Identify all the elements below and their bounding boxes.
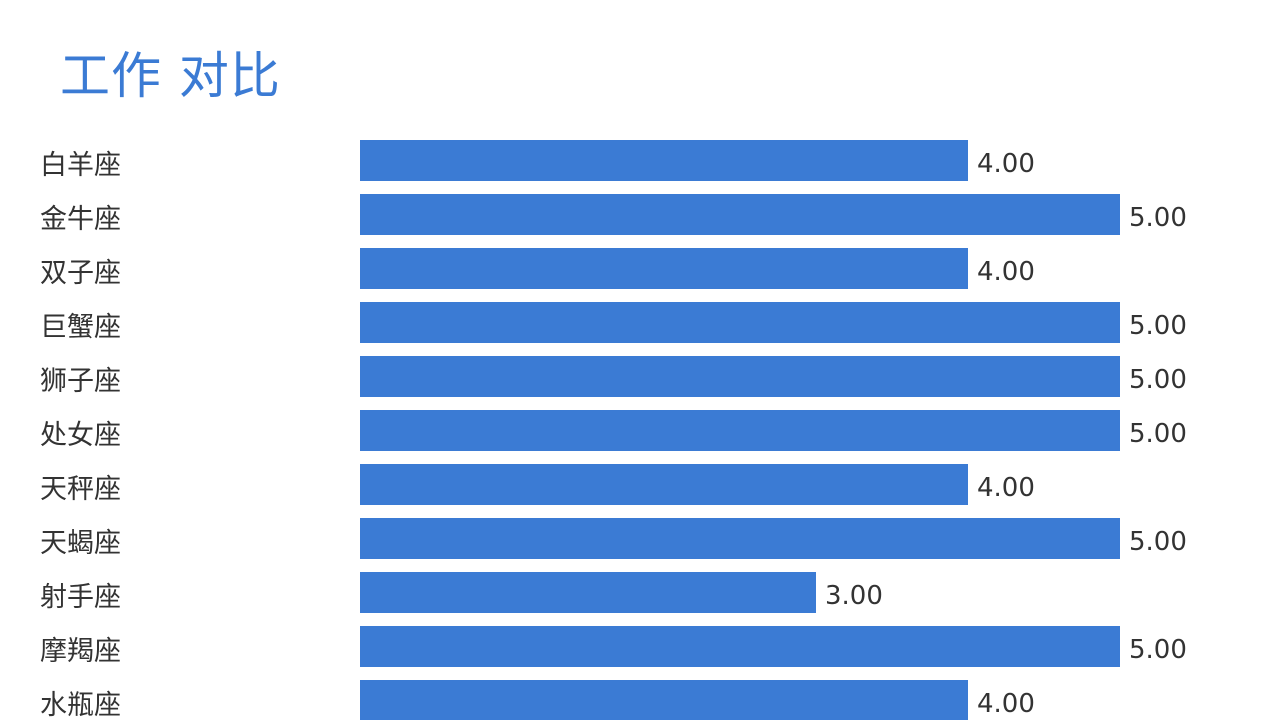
value-label: 4.00 <box>977 689 1035 719</box>
value-label: 5.00 <box>1129 527 1187 557</box>
value-label: 5.00 <box>1129 365 1187 395</box>
value-label: 5.00 <box>1129 635 1187 665</box>
page-title: 工作 对比 <box>60 47 281 105</box>
bar <box>360 572 816 613</box>
bar <box>360 626 1120 667</box>
bar <box>360 302 1120 343</box>
category-label: 巨蟹座 <box>40 312 121 343</box>
category-label: 水瓶座 <box>40 690 121 720</box>
category-label: 白羊座 <box>40 150 121 181</box>
bar <box>360 356 1120 397</box>
category-label: 天蝎座 <box>40 528 121 559</box>
bar <box>360 680 968 720</box>
bar <box>360 464 968 505</box>
category-label: 处女座 <box>40 420 121 451</box>
bar <box>360 140 968 181</box>
bar <box>360 410 1120 451</box>
category-label: 金牛座 <box>40 204 121 235</box>
category-label: 摩羯座 <box>40 636 121 667</box>
value-label: 4.00 <box>977 149 1035 179</box>
category-label: 射手座 <box>40 582 121 613</box>
value-label: 5.00 <box>1129 311 1187 341</box>
value-label: 4.00 <box>977 257 1035 287</box>
value-label: 4.00 <box>977 473 1035 503</box>
bar <box>360 518 1120 559</box>
category-label: 双子座 <box>40 258 121 289</box>
bar <box>360 248 968 289</box>
value-label: 5.00 <box>1129 419 1187 449</box>
category-label: 狮子座 <box>40 366 121 397</box>
value-label: 5.00 <box>1129 203 1187 233</box>
value-label: 3.00 <box>825 581 883 611</box>
bar <box>360 194 1120 235</box>
category-label: 天秤座 <box>40 474 121 505</box>
